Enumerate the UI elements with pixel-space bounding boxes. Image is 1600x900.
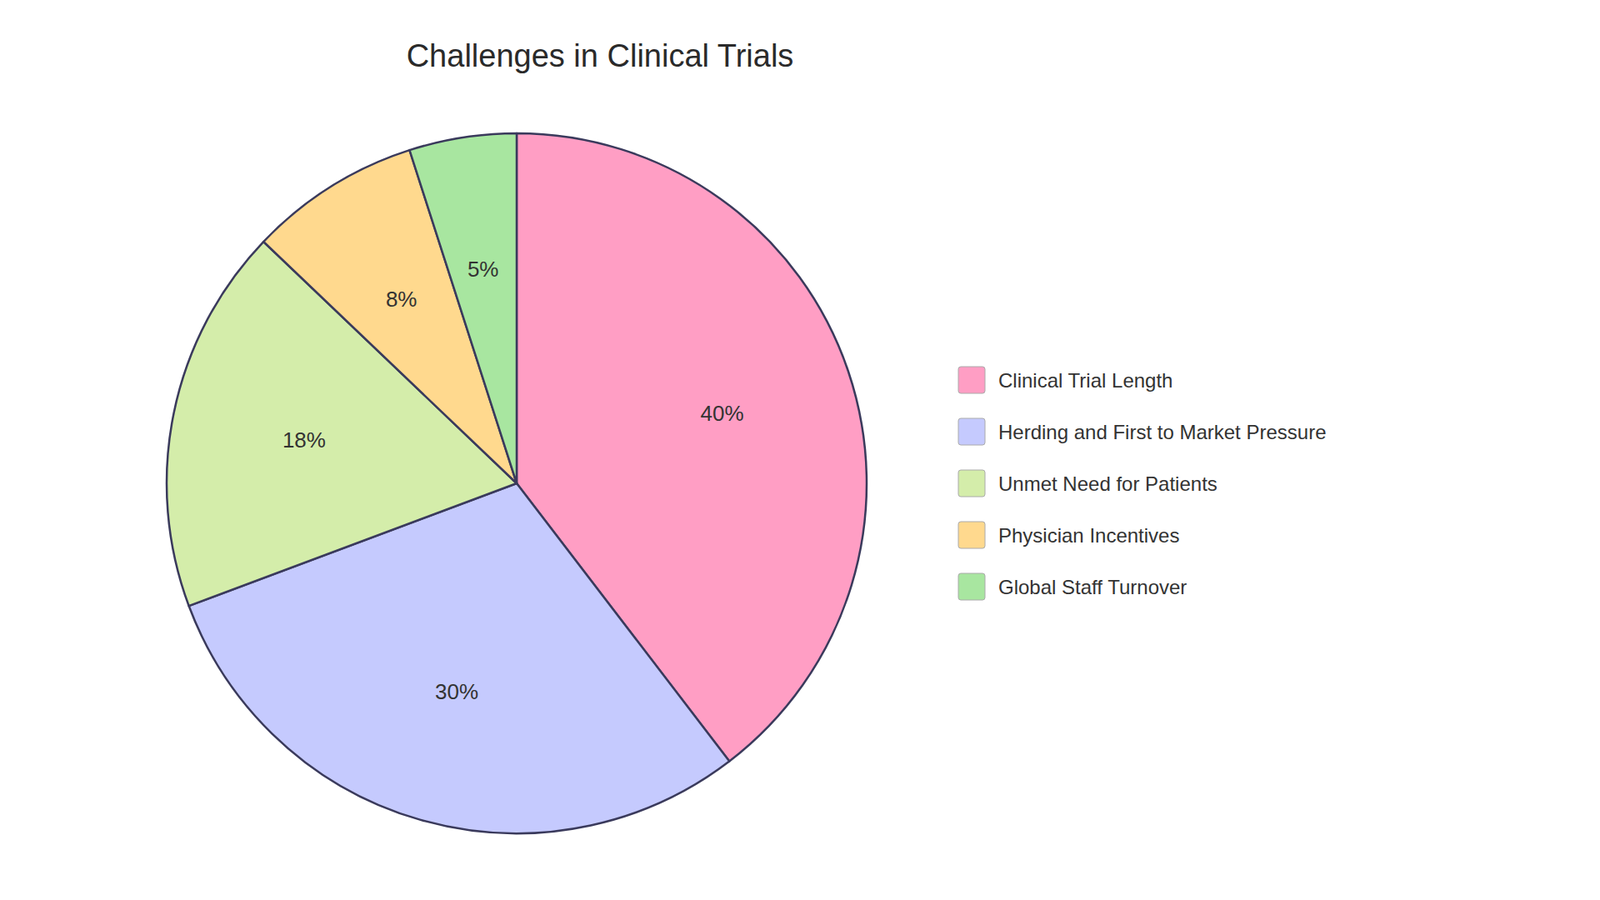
legend: Clinical Trial Length Herding and First t… — [958, 366, 1326, 600]
data-label: 8% — [385, 286, 418, 312]
data-label: 18% — [282, 427, 326, 453]
slices — [166, 133, 867, 834]
data-label: 40% — [700, 400, 745, 426]
legend-swatch — [958, 470, 985, 497]
legend-label: Clinical Trial Length — [998, 369, 1173, 392]
chart-container: Challenges in Clinical Trials 40% 30% 18% 8%… — [0, 0, 1600, 900]
data-label: 30% — [435, 679, 479, 705]
legend-label: Physician Incentives — [998, 524, 1180, 547]
pie-slice — [409, 133, 517, 484]
slice-labels: 40% 30% 18% 8% 5% — [282, 256, 745, 705]
legend-swatch — [958, 521, 985, 549]
data-label: 5% — [467, 256, 500, 282]
legend-label: Herding and First to Market Pressure — [998, 420, 1326, 444]
legend-swatch — [958, 573, 985, 600]
legend-swatch — [958, 366, 985, 394]
chart-svg: Challenges in Clinical Trials 40% 30% 18% 8%… — [0, 0, 1600, 900]
legend-swatch — [958, 418, 985, 445]
background — [0, 0, 1600, 900]
legend-label: Global Staff Turnover — [998, 575, 1187, 599]
title: Challenges in Clinical Trials — [406, 38, 795, 74]
legend-label: Unmet Need for Patients — [998, 472, 1218, 495]
